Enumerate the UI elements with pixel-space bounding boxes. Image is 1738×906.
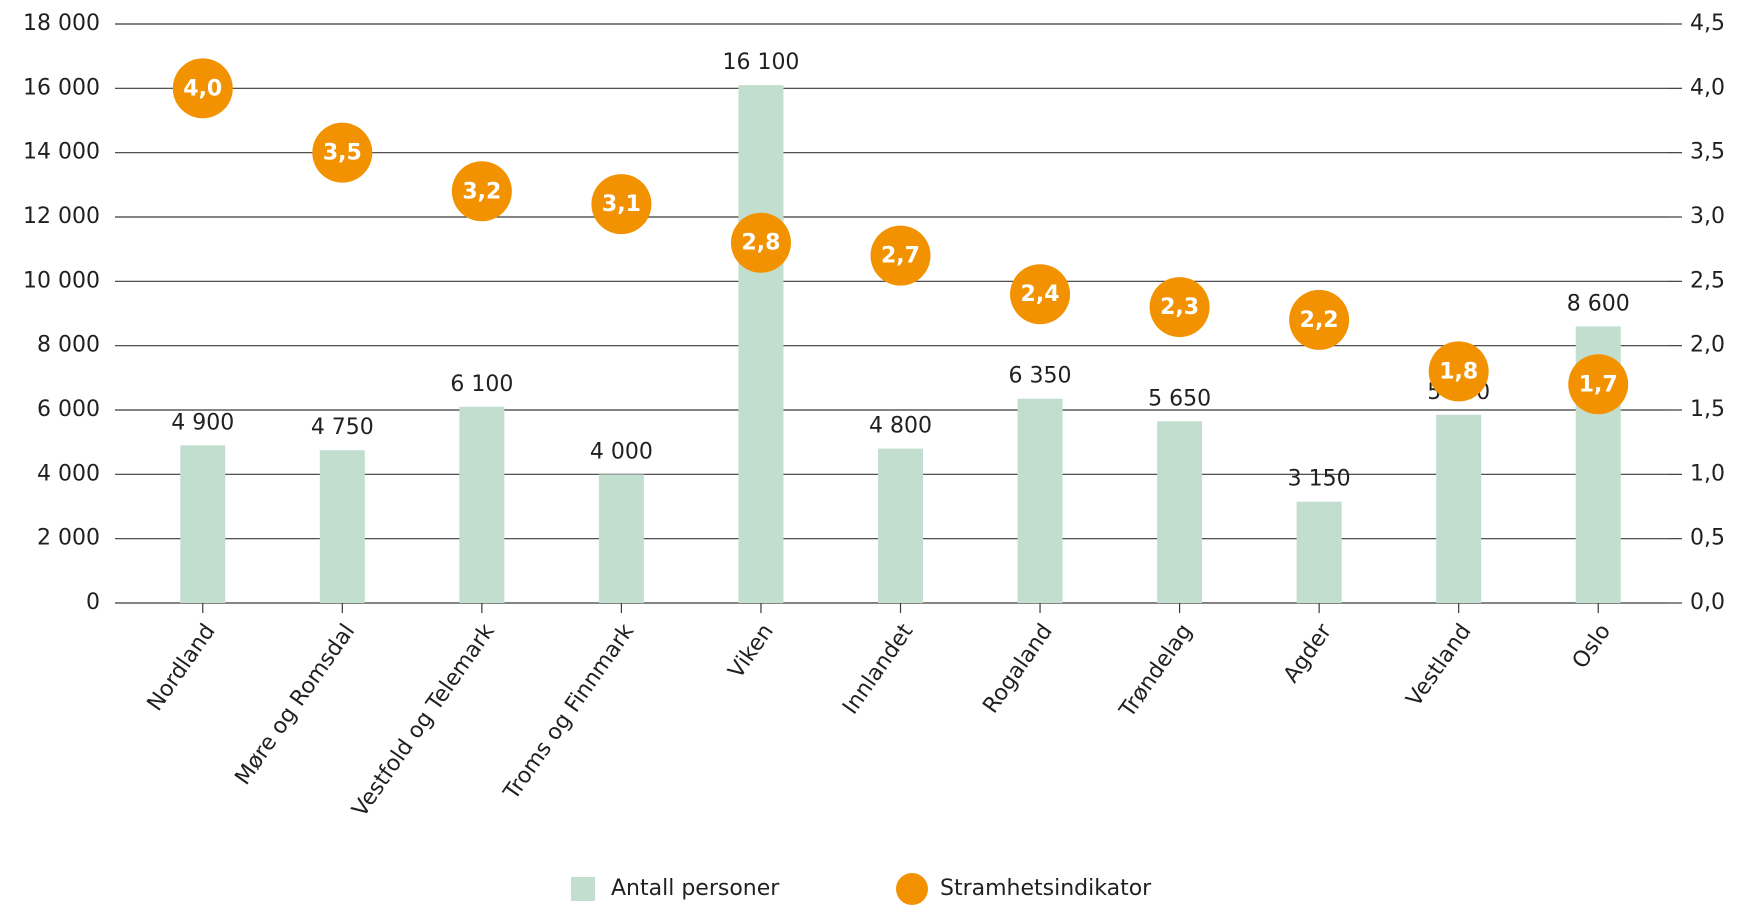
legend-label: Antall personer	[611, 876, 780, 901]
y2-tick-label: 0,0	[1690, 590, 1725, 615]
x-tick-label: Agder	[1279, 619, 1338, 688]
y2-tick-label: 1,5	[1690, 397, 1725, 422]
point-value-label: 3,2	[462, 179, 501, 204]
point	[1010, 264, 1071, 325]
point	[591, 174, 652, 235]
x-tick-label: Oslo	[1568, 620, 1616, 674]
y-tick-label: 6 000	[37, 397, 100, 422]
y2-tick-label: 2,0	[1690, 333, 1725, 358]
bar-value-label: 6 350	[1009, 364, 1072, 389]
x-tick-label: Troms og Finnmark	[499, 619, 640, 805]
point	[1149, 277, 1210, 338]
y-tick-label: 8 000	[37, 333, 100, 358]
y2-tick-label: 1,0	[1690, 461, 1725, 486]
point	[730, 212, 791, 273]
bar	[738, 85, 784, 603]
x-tick-label: Rogaland	[978, 620, 1057, 718]
point	[451, 161, 512, 222]
y-tick-label: 18 000	[23, 11, 100, 36]
y-tick-label: 2 000	[37, 526, 100, 551]
bar	[1157, 421, 1203, 603]
legend-swatch	[571, 877, 595, 901]
x-tick-label: Vestfold og Telemark	[348, 619, 500, 821]
bar	[1436, 414, 1482, 603]
bar-value-label: 6 100	[450, 372, 513, 397]
y2-tick-label: 3,0	[1690, 204, 1725, 229]
point-value-label: 2,7	[881, 244, 920, 269]
point-value-label: 1,7	[1579, 372, 1618, 397]
y2-tick-label: 2,5	[1690, 268, 1725, 293]
x-tick-label: Innlandet	[838, 619, 918, 719]
bar	[1017, 398, 1063, 603]
y2-tick-label: 4,5	[1690, 11, 1725, 36]
y2-tick-label: 4,0	[1690, 75, 1725, 100]
y-tick-label: 12 000	[23, 204, 100, 229]
bar-value-label: 4 750	[311, 415, 374, 440]
x-tick-label: Nordland	[143, 620, 221, 716]
bar-value-label: 3 150	[1288, 467, 1351, 492]
point-value-label: 2,2	[1300, 308, 1339, 333]
y-tick-label: 14 000	[23, 140, 100, 165]
legend-swatch	[896, 873, 928, 905]
bar	[1296, 501, 1342, 603]
legend-label: Stramhetsindikator	[940, 876, 1152, 901]
bar	[319, 450, 365, 603]
x-tick-label: Vestland	[1402, 620, 1477, 712]
bar-value-label: 4 900	[171, 410, 234, 435]
bar-value-label: 4 000	[590, 439, 653, 464]
point	[312, 122, 373, 183]
y2-tick-label: 3,5	[1690, 140, 1725, 165]
bar-value-label: 16 100	[722, 50, 799, 75]
point-value-label: 2,3	[1160, 295, 1199, 320]
point-value-label: 2,8	[741, 231, 780, 256]
bar	[878, 448, 923, 603]
point	[172, 58, 233, 119]
y-tick-label: 0	[86, 590, 100, 615]
point-value-label: 2,4	[1021, 282, 1060, 307]
y-tick-label: 4 000	[37, 461, 100, 486]
point	[1289, 289, 1350, 350]
bar-value-label: 5 650	[1148, 386, 1211, 411]
point-value-label: 1,8	[1439, 359, 1478, 384]
x-tick-label: Viken	[724, 620, 779, 684]
bar	[180, 445, 226, 603]
point-value-label: 3,1	[602, 192, 641, 217]
x-tick-label: Møre og Romsdal	[231, 620, 361, 790]
point	[870, 225, 931, 286]
point	[1568, 354, 1629, 415]
point	[1428, 341, 1489, 402]
bar	[598, 474, 644, 603]
bar-value-label: 8 600	[1567, 291, 1630, 316]
y2-tick-label: 0,5	[1690, 526, 1725, 551]
bar-value-label: 4 800	[869, 414, 932, 439]
point-value-label: 4,0	[183, 76, 222, 101]
y-tick-label: 10 000	[23, 268, 100, 293]
x-tick-label: Trøndelag	[1115, 620, 1198, 723]
y-tick-label: 16 000	[23, 75, 100, 100]
point-value-label: 3,5	[323, 141, 362, 166]
bar	[459, 406, 505, 603]
